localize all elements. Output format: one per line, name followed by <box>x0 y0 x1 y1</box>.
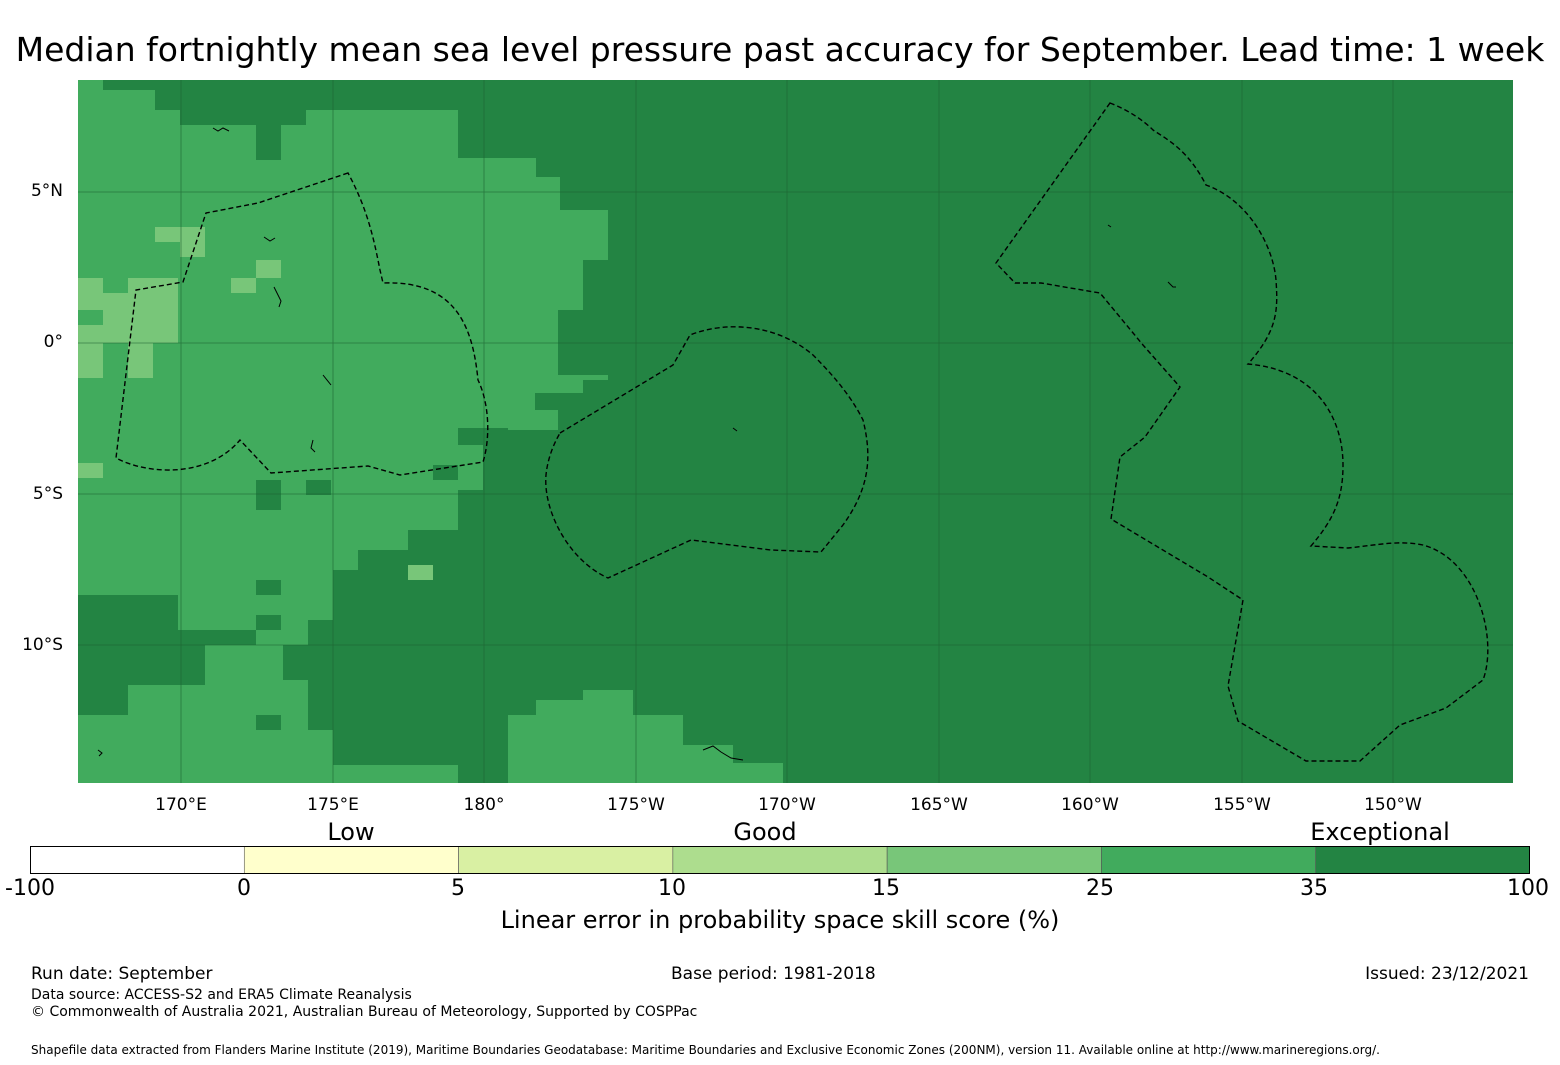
colorbar-segment <box>30 846 245 874</box>
eez-tuvalu-kiribati <box>115 172 489 476</box>
lon-tick: 170°E <box>155 795 207 815</box>
colorbar-tick: -100 <box>5 876 55 901</box>
skill-score-map <box>78 80 1513 783</box>
colorbar-segment <box>1315 846 1530 874</box>
run-date: Run date: September <box>31 964 213 984</box>
lon-tick: 165°W <box>910 795 968 815</box>
lon-tick: 180° <box>463 795 505 815</box>
colorbar-label: Linear error in probability space skill … <box>500 906 1060 934</box>
colorbar-tick: 100 <box>1507 876 1549 901</box>
lat-tick: 10°S <box>22 635 63 655</box>
lon-tick: 175°W <box>607 795 665 815</box>
data-source: Data source: ACCESS-S2 and ERA5 Climate … <box>31 987 412 1003</box>
eez-boundaries <box>115 102 1489 762</box>
page-title: Median fortnightly mean sea level pressu… <box>15 30 1545 69</box>
colorbar-segment <box>886 846 1102 874</box>
lat-tick: 5°N <box>30 181 63 201</box>
colorbar-segment <box>672 846 888 874</box>
very-good-skill-region <box>78 80 783 783</box>
lat-tick: 5°S <box>32 484 63 504</box>
lon-tick: 160°W <box>1061 795 1119 815</box>
colorbar-tick: 15 <box>872 876 900 901</box>
island-outlines <box>97 127 1176 761</box>
colorbar-tick: 25 <box>1086 876 1114 901</box>
colorbar-tick: 0 <box>237 876 251 901</box>
map-gridlines <box>78 80 1513 783</box>
issued-date: Issued: 23/12/2021 <box>1365 964 1529 984</box>
copyright: © Commonwealth of Australia 2021, Austra… <box>31 1004 698 1020</box>
colorbar-segment <box>1101 846 1317 874</box>
eez-tokelau-samoa <box>545 326 869 579</box>
shapefile-credit: Shapefile data extracted from Flanders M… <box>31 1043 1380 1057</box>
colorbar-segment <box>243 846 459 874</box>
category-good: Good <box>733 818 797 846</box>
lon-tick: 155°W <box>1213 795 1271 815</box>
colorbar-tick: 10 <box>658 876 686 901</box>
category-low: Low <box>327 818 375 846</box>
colorbar-segment <box>458 846 674 874</box>
colorbar <box>30 846 1530 874</box>
category-exceptional: Exceptional <box>1310 818 1450 846</box>
lon-tick: 150°W <box>1364 795 1422 815</box>
lon-tick: 170°W <box>758 795 816 815</box>
dark-patches-west <box>78 80 583 730</box>
base-period: Base period: 1981-2018 <box>671 964 876 984</box>
good-skill-region <box>78 227 433 580</box>
eez-line-islands <box>995 102 1489 762</box>
colorbar-tick: 35 <box>1300 876 1328 901</box>
lat-tick: 0° <box>43 332 63 352</box>
colorbar-tick: 5 <box>451 876 465 901</box>
lon-tick: 175°E <box>307 795 359 815</box>
